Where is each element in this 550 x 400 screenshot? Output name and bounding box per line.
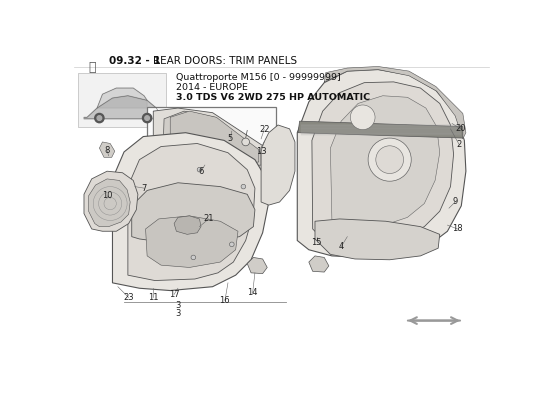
Text: 18: 18 (452, 224, 463, 234)
Polygon shape (324, 66, 466, 139)
Polygon shape (153, 108, 269, 173)
Circle shape (95, 114, 104, 123)
Polygon shape (298, 121, 463, 138)
Bar (78, 73, 166, 126)
Circle shape (229, 242, 234, 247)
Text: 15: 15 (311, 238, 322, 246)
Text: Quattroporte M156 [0 - 99999999]: Quattroporte M156 [0 - 99999999] (177, 73, 341, 82)
Circle shape (145, 116, 150, 120)
Circle shape (241, 184, 246, 189)
Text: 🔱: 🔱 (88, 61, 96, 74)
Circle shape (197, 167, 202, 172)
Polygon shape (84, 96, 161, 119)
Circle shape (97, 116, 102, 120)
Text: 9: 9 (453, 198, 458, 206)
Text: 5: 5 (228, 134, 233, 143)
Polygon shape (132, 183, 255, 242)
Text: 6: 6 (199, 167, 204, 176)
Circle shape (242, 138, 250, 146)
Text: 09.32 - 1: 09.32 - 1 (109, 56, 160, 66)
Polygon shape (297, 70, 466, 258)
Text: 13: 13 (256, 147, 266, 156)
Polygon shape (163, 111, 261, 170)
Text: 21: 21 (204, 214, 214, 224)
Polygon shape (248, 258, 267, 274)
Text: REAR DOORS: TRIM PANELS: REAR DOORS: TRIM PANELS (153, 56, 298, 66)
Polygon shape (112, 133, 269, 290)
Text: 20: 20 (455, 124, 466, 133)
Polygon shape (89, 179, 130, 227)
Text: 7: 7 (141, 184, 147, 193)
Text: 8: 8 (104, 146, 110, 155)
Circle shape (142, 114, 152, 123)
Text: 10: 10 (102, 191, 112, 200)
Text: 23: 23 (123, 293, 134, 302)
Text: 14: 14 (248, 288, 258, 297)
Text: 3: 3 (175, 301, 180, 310)
Polygon shape (97, 88, 147, 108)
Text: 11: 11 (148, 293, 158, 302)
Polygon shape (128, 144, 255, 280)
Polygon shape (170, 111, 258, 166)
Polygon shape (315, 219, 440, 260)
Text: 3: 3 (175, 309, 180, 318)
Polygon shape (84, 171, 138, 231)
Polygon shape (312, 82, 454, 240)
Text: 17: 17 (169, 290, 179, 299)
Text: 3.0 TDS V6 2WD 275 HP AUTOMATIC: 3.0 TDS V6 2WD 275 HP AUTOMATIC (177, 93, 371, 102)
Text: 16: 16 (219, 296, 230, 305)
Bar (147, 106, 277, 174)
Polygon shape (174, 216, 201, 234)
Circle shape (368, 138, 411, 181)
Text: 22: 22 (259, 125, 270, 134)
Circle shape (376, 146, 404, 174)
Polygon shape (309, 256, 329, 272)
Circle shape (350, 105, 375, 130)
Polygon shape (100, 142, 115, 157)
Text: 2014 - EUROPE: 2014 - EUROPE (177, 83, 248, 92)
Text: 4: 4 (339, 242, 344, 251)
Polygon shape (146, 216, 238, 268)
Polygon shape (331, 96, 440, 227)
Circle shape (191, 255, 196, 260)
Text: 2: 2 (456, 140, 461, 149)
Polygon shape (261, 125, 295, 205)
